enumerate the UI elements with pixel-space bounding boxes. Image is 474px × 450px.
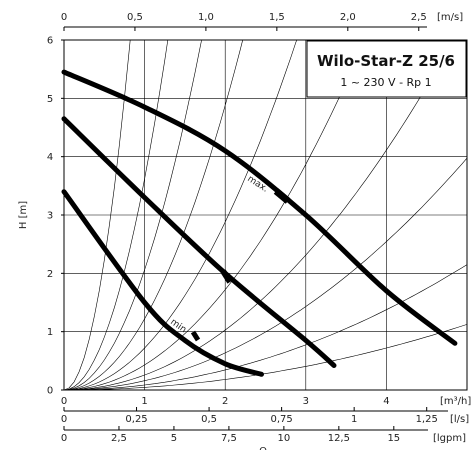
ls-tick-label: 0,75	[270, 414, 292, 425]
x-tick-label: 1	[141, 396, 147, 407]
top-tick-label: 2,0	[340, 12, 356, 23]
system-curve	[64, 157, 468, 391]
top-axis-unit: [m/s]	[437, 12, 463, 23]
min-speed-marker	[190, 330, 201, 342]
top-tick-label: 1,5	[269, 12, 285, 23]
lgpm-axis-unit: [lgpm]	[433, 433, 466, 444]
system-curve	[63, 39, 169, 391]
max-curve-gap	[279, 216, 289, 226]
y-tick-label: 0	[47, 386, 53, 397]
x-axis-title: Q	[259, 446, 267, 450]
ls-axis-unit: [l/s]	[450, 414, 469, 425]
system-curve	[63, 39, 297, 391]
system-curve	[63, 39, 131, 391]
x-tick-label: 3	[303, 396, 309, 407]
y-tick-label: 1	[47, 327, 53, 338]
system-curve	[64, 264, 468, 391]
min-speed-curve	[61, 189, 264, 377]
x-tick-label: 0	[61, 396, 67, 407]
lgpm-tick-label: 10	[278, 433, 291, 444]
x-tick-label: 2	[222, 396, 228, 407]
lgpm-tick-label: 15	[387, 433, 400, 444]
max-speed-curve	[61, 69, 458, 346]
ls-tick-label: 1	[351, 414, 357, 425]
lgpm-tick-label: 7,5	[221, 433, 237, 444]
top-tick-label: 1,0	[198, 12, 214, 23]
title-box-frame	[306, 40, 467, 98]
system-curve	[64, 324, 468, 391]
top-tick-label: 0,5	[127, 12, 143, 23]
axis-layer: 0 1 2 3 4 5 6 0 1 2 3 4 [m³/h] 0 0,5 1,0 1,5 2,0 2,5 [m/s] 0…	[47, 12, 472, 444]
y-tick-label: 2	[47, 269, 53, 280]
top-tick-label: 2,5	[411, 12, 427, 23]
lgpm-tick-label: 5	[171, 433, 177, 444]
mid-speed-curve	[61, 116, 337, 368]
lgpm-tick-label: 2,5	[111, 433, 127, 444]
lgpm-tick-label: 12,5	[328, 433, 350, 444]
ls-tick-label: 0	[61, 414, 67, 425]
top-tick-label: 0	[61, 12, 67, 23]
ls-tick-label: 0,25	[125, 414, 147, 425]
grid-layer	[63, 39, 468, 391]
y-tick-label: 5	[47, 94, 53, 105]
mid-speed-marker	[220, 269, 233, 284]
max-curve-gap	[291, 222, 303, 233]
y-tick-label: 3	[47, 211, 53, 222]
system-curve	[63, 39, 366, 391]
max-speed-marker	[273, 188, 291, 204]
x-axis-unit: [m³/h]	[440, 396, 471, 407]
marks-layer	[190, 188, 303, 342]
x-tick-label: 4	[383, 396, 389, 407]
title-box: Wilo-Star-Z 25/6 1 ~ 230 V - Rp 1	[306, 40, 467, 98]
system-curve	[63, 39, 243, 391]
y-tick-label: 4	[47, 152, 53, 163]
chart-title: Wilo-Star-Z 25/6	[317, 52, 455, 70]
system-curve	[63, 39, 202, 391]
y-tick-label: 6	[47, 36, 53, 47]
chart-subtitle: 1 ~ 230 V - Rp 1	[340, 76, 431, 89]
series-layer	[61, 69, 458, 377]
ls-tick-label: 0,5	[201, 414, 217, 425]
ls-tick-label: 1,25	[416, 414, 438, 425]
lgpm-tick-label: 0	[61, 433, 67, 444]
plot-frame	[63, 39, 468, 391]
y-axis-title: H [m]	[18, 201, 29, 229]
